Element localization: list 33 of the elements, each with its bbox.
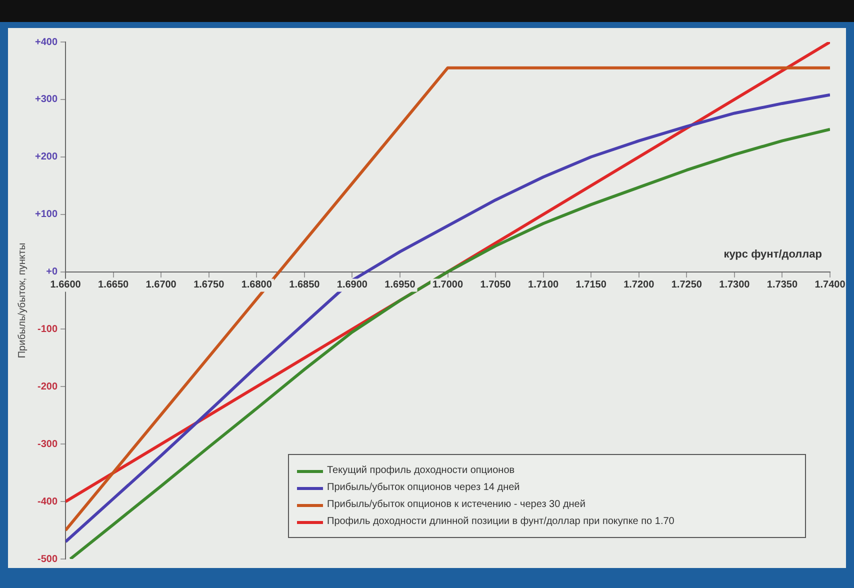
y-tick-label: -500: [38, 554, 58, 565]
x-tick-label: 1.6750: [194, 280, 225, 291]
x-tick-label: 1.7300: [719, 280, 750, 291]
y-tick-label: -300: [38, 438, 58, 450]
y-tick-label: +100: [34, 209, 58, 220]
legend-label: Профиль доходности длинной позиции в фунт/доллар при покупке по 1.70: [327, 516, 674, 527]
x-tick-label: 1.7400: [814, 280, 846, 291]
y-tick-label: +300: [34, 94, 58, 106]
y-tick-label: +0: [46, 266, 58, 278]
x-tick-label: 1.6650: [98, 280, 130, 291]
x-tick-label: 1.7200: [624, 280, 655, 291]
x-tick-label: 1.7000: [432, 280, 464, 291]
y-tick-label: -200: [38, 381, 58, 392]
x-tick-label: 1.6700: [146, 280, 177, 291]
x-axis-title: курс фунт/доллар: [724, 248, 822, 260]
x-tick-label: 1.6900: [336, 280, 368, 291]
x-tick-label: 1.7250: [671, 280, 702, 291]
x-tick-label: 1.7350: [766, 280, 798, 291]
x-tick-label: 1.7050: [480, 280, 512, 291]
legend-label: Текущий профиль доходности опционов: [327, 465, 515, 476]
x-tick-label: 1.7150: [576, 280, 607, 291]
y-axis-title: Прибыль/убыток, пункты: [16, 242, 28, 358]
x-tick-label: 1.6950: [384, 280, 416, 291]
y-tick-label: -100: [38, 324, 58, 335]
x-tick-label: 1.6850: [289, 280, 320, 291]
y-tick-label: +200: [34, 152, 58, 163]
y-tick-label: +400: [34, 36, 58, 48]
y-tick-label: -400: [38, 496, 58, 508]
legend-label: Прибыль/убыток опционов к истечению - через 30 дней: [327, 499, 586, 510]
x-tick-label: 1.7100: [528, 280, 560, 291]
legend-label: Прибыль/убыток опционов через 14 дней: [327, 482, 520, 493]
x-tick-label: 1.6600: [50, 280, 82, 291]
x-tick-label: 1.6800: [241, 280, 272, 291]
